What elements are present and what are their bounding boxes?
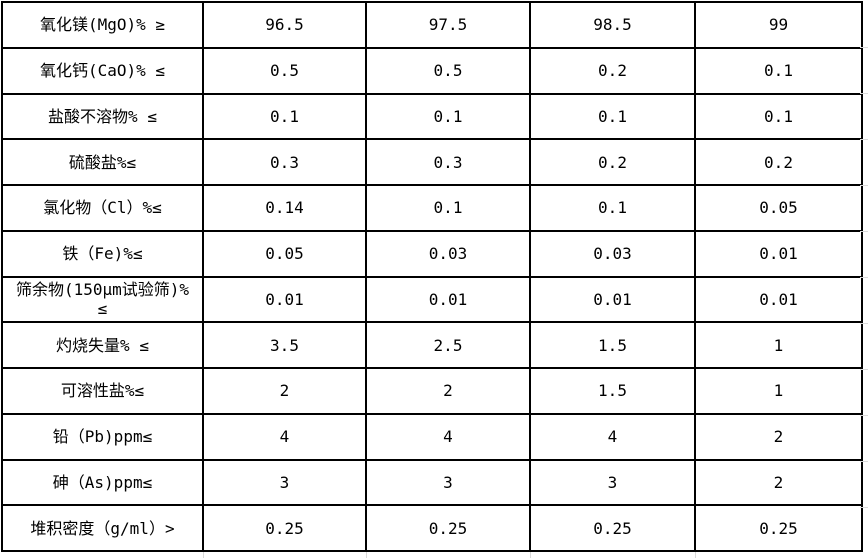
gridline-stub-vertical (530, 552, 531, 558)
row-label: 灼烧失量% ≤ (1, 321, 204, 369)
row-label: 氯化物（Cl）%≤ (1, 184, 204, 232)
value-cell: 0.1 (694, 46, 863, 95)
gridline-stub-horizontal (860, 415, 868, 416)
value-cell: 0.01 (694, 275, 863, 324)
value-cell: 97.5 (365, 1, 531, 49)
gridline-stub-horizontal (860, 231, 868, 232)
row-label: 可溶性盐%≤ (1, 367, 204, 415)
value-cell: 3 (202, 458, 367, 507)
value-cell: 0.3 (202, 138, 367, 186)
table-row: 铅（Pb)ppm≤ 4 4 4 2 (1, 412, 863, 461)
row-label: 氧化镁(MgO)% ≥ (1, 1, 204, 49)
table-row: 筛余物(150μm试验筛)% ≤0.01 0.01 0.01 0.01 (1, 275, 863, 324)
gridline-stub-vertical (695, 552, 696, 558)
value-cell: 0.1 (529, 184, 696, 232)
gridline-stub-horizontal (860, 47, 868, 48)
row-label: 铁（Fe)%≤ (1, 229, 204, 278)
gridline-stub-horizontal (860, 507, 868, 508)
table-row: 铁（Fe)%≤ 0.05 0.03 0.03 0.01 (1, 229, 863, 278)
value-cell: 0.01 (694, 229, 863, 278)
value-cell: 1.5 (529, 367, 696, 415)
value-cell: 99 (694, 1, 863, 49)
value-cell: 0.5 (202, 46, 367, 95)
table-row: 砷（As)ppm≤ 3 3 3 2 (1, 458, 863, 507)
value-cell: 0.25 (529, 504, 696, 552)
row-label: 氧化钙(CaO)% ≤ (1, 46, 204, 95)
value-cell: 0.01 (202, 275, 367, 324)
value-cell: 3 (365, 458, 531, 507)
gridline-stub-vertical (203, 552, 204, 558)
value-cell: 0.1 (202, 92, 367, 141)
value-cell: 0.2 (529, 46, 696, 95)
table-row: 盐酸不溶物% ≤0.1 0.1 0.1 0.1 (1, 92, 863, 141)
table-row: 灼烧失量% ≤3.5 2.5 1.5 1 (1, 321, 863, 369)
table-row: 可溶性盐%≤ 2 2 1.5 1 (1, 367, 863, 415)
table-row: 氧化镁(MgO)% ≥96.5 97.5 98.5 99 (1, 1, 863, 49)
value-cell: 96.5 (202, 1, 367, 49)
value-cell: 2 (202, 367, 367, 415)
gridline-stub-horizontal (860, 93, 868, 94)
row-label: 砷（As)ppm≤ (1, 458, 204, 507)
value-cell: 0.14 (202, 184, 367, 232)
value-cell: 0.01 (529, 275, 696, 324)
row-label: 硫酸盐%≤ (1, 138, 204, 186)
value-cell: 0.01 (365, 275, 531, 324)
table-row: 堆积密度（g/ml）> 0.25 0.25 0.25 0.25 (1, 504, 863, 552)
value-cell: 0.03 (529, 229, 696, 278)
gridline-stub-horizontal (860, 139, 868, 140)
value-cell: 4 (365, 412, 531, 461)
value-cell: 3 (529, 458, 696, 507)
gridline-stub-horizontal (860, 461, 868, 462)
row-label: 铅（Pb)ppm≤ (1, 412, 204, 461)
value-cell: 1 (694, 321, 863, 369)
gridline-stub-horizontal (860, 369, 868, 370)
value-cell: 0.5 (365, 46, 531, 95)
value-cell: 0.2 (529, 138, 696, 186)
value-cell: 0.05 (694, 184, 863, 232)
table-row: 氯化物（Cl）%≤ 0.14 0.1 0.1 0.05 (1, 184, 863, 232)
value-cell: 0.05 (202, 229, 367, 278)
value-cell: 1.5 (529, 321, 696, 369)
value-cell: 0.1 (529, 92, 696, 141)
row-label: 筛余物(150μm试验筛)% ≤ (1, 275, 204, 324)
gridline-stub-horizontal (860, 185, 868, 186)
value-cell: 0.1 (365, 184, 531, 232)
value-cell: 1 (694, 367, 863, 415)
value-cell: 2 (694, 458, 863, 507)
value-cell: 4 (202, 412, 367, 461)
value-cell: 0.1 (694, 92, 863, 141)
value-cell: 2.5 (365, 321, 531, 369)
gridline-stub-vertical (366, 552, 367, 558)
gridline-stub-horizontal (860, 323, 868, 324)
value-cell: 98.5 (529, 1, 696, 49)
value-cell: 2 (365, 367, 531, 415)
value-cell: 0.25 (365, 504, 531, 552)
value-cell: 0.03 (365, 229, 531, 278)
value-cell: 0.25 (202, 504, 367, 552)
value-cell: 0.3 (365, 138, 531, 186)
table-row: 硫酸盐%≤ 0.3 0.3 0.2 0.2 (1, 138, 863, 186)
value-cell: 0.1 (365, 92, 531, 141)
value-cell: 3.5 (202, 321, 367, 369)
gridline-stub-horizontal (860, 277, 868, 278)
value-cell: 0.25 (694, 504, 863, 552)
row-label: 盐酸不溶物% ≤ (1, 92, 204, 141)
row-label: 堆积密度（g/ml）> (1, 504, 204, 552)
value-cell: 4 (529, 412, 696, 461)
value-cell: 0.2 (694, 138, 863, 186)
table-row: 氧化钙(CaO)% ≤0.5 0.5 0.2 0.1 (1, 46, 863, 95)
value-cell: 2 (694, 412, 863, 461)
